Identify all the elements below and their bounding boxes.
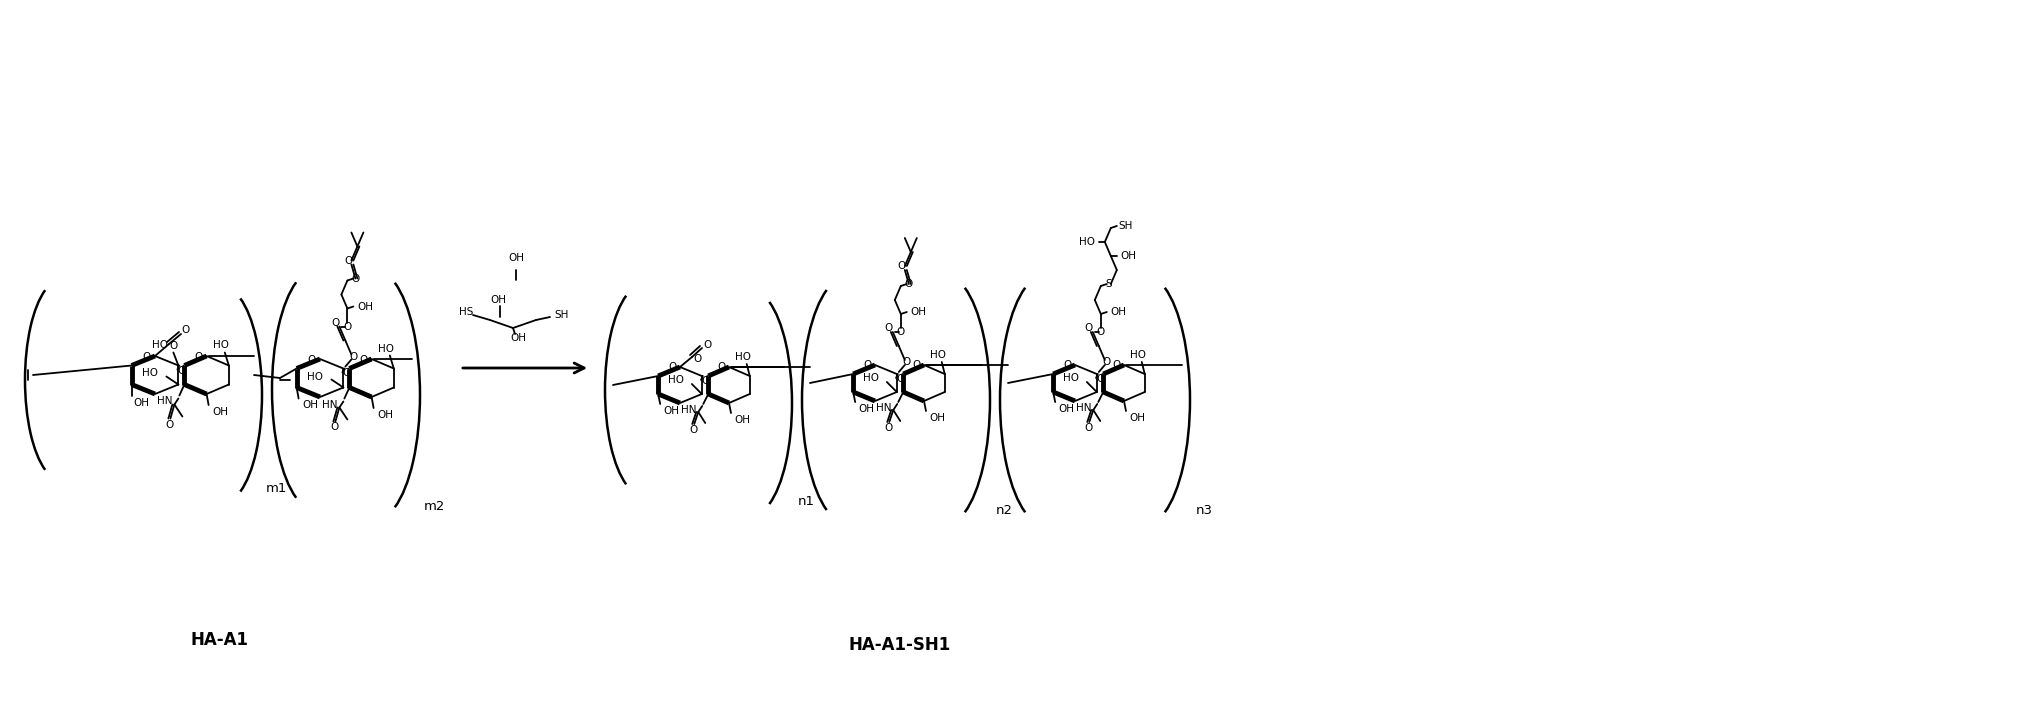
Text: O: O — [905, 279, 913, 289]
Text: HN: HN — [877, 403, 891, 413]
Text: O: O — [863, 360, 871, 370]
Text: O: O — [141, 352, 149, 362]
Text: OH: OH — [491, 295, 505, 305]
Text: HS: HS — [459, 307, 473, 317]
Text: HN: HN — [321, 399, 337, 409]
Text: HN: HN — [158, 397, 172, 407]
Text: OH: OH — [1129, 413, 1145, 423]
Text: OH: OH — [212, 407, 228, 417]
Text: HO: HO — [735, 352, 751, 362]
Text: O: O — [1085, 323, 1093, 333]
Text: OH: OH — [507, 253, 523, 263]
Text: O: O — [1063, 360, 1071, 370]
Text: n1: n1 — [798, 495, 814, 508]
Text: m2: m2 — [424, 500, 444, 513]
Text: O: O — [703, 340, 711, 350]
Text: HN: HN — [1077, 403, 1091, 413]
Text: SH: SH — [1119, 221, 1133, 231]
Text: HO: HO — [863, 373, 879, 383]
Text: O: O — [307, 355, 315, 365]
Text: O: O — [343, 322, 351, 332]
Text: HA-A1: HA-A1 — [192, 631, 248, 649]
Text: HO: HO — [152, 340, 168, 350]
Text: O: O — [178, 365, 186, 375]
Text: O: O — [170, 341, 178, 351]
Text: HO: HO — [1063, 373, 1079, 383]
Text: O: O — [701, 376, 709, 386]
Text: n3: n3 — [1196, 505, 1212, 518]
Text: HA-A1-SH1: HA-A1-SH1 — [848, 636, 951, 654]
Text: OH: OH — [133, 397, 149, 407]
Text: HO: HO — [141, 369, 158, 379]
Text: O: O — [343, 256, 354, 266]
Text: O: O — [349, 352, 358, 362]
Text: O: O — [194, 352, 202, 362]
Text: O: O — [331, 318, 339, 328]
Text: O: O — [360, 355, 368, 365]
Text: HO: HO — [378, 343, 394, 353]
Text: OH: OH — [911, 307, 927, 317]
Text: O: O — [885, 323, 893, 333]
Text: O: O — [182, 325, 190, 335]
Text: O: O — [1103, 357, 1111, 367]
Text: S: S — [1105, 279, 1113, 289]
Text: OH: OH — [858, 404, 875, 414]
Text: HN: HN — [681, 405, 697, 415]
Text: OH: OH — [1058, 404, 1075, 414]
Text: m1: m1 — [265, 482, 287, 495]
Text: O: O — [897, 261, 905, 271]
Text: OH: OH — [1121, 251, 1137, 261]
Text: HO: HO — [307, 372, 323, 382]
Text: OH: OH — [378, 410, 394, 420]
Text: OH: OH — [1111, 307, 1127, 317]
Text: O: O — [1097, 374, 1105, 384]
Text: O: O — [1097, 327, 1105, 337]
Text: O: O — [897, 327, 905, 337]
Text: OH: OH — [663, 406, 679, 416]
Text: O: O — [689, 425, 697, 435]
Text: OH: OH — [929, 413, 945, 423]
Text: OH: OH — [303, 400, 319, 411]
Text: O: O — [693, 354, 701, 364]
Text: n2: n2 — [996, 505, 1012, 518]
Text: O: O — [717, 362, 725, 372]
Text: O: O — [897, 374, 905, 384]
Text: OH: OH — [509, 333, 525, 343]
Text: OH: OH — [358, 301, 374, 312]
Text: OH: OH — [733, 415, 749, 425]
Text: SH: SH — [553, 310, 568, 320]
Text: HO: HO — [929, 350, 945, 360]
Text: O: O — [669, 362, 677, 372]
Text: O: O — [903, 357, 911, 367]
Text: O: O — [885, 423, 893, 433]
Text: O: O — [1113, 360, 1121, 370]
Text: O: O — [329, 422, 339, 432]
Text: HO: HO — [669, 375, 685, 385]
Text: O: O — [913, 360, 921, 370]
Text: HO: HO — [212, 340, 228, 350]
Text: O: O — [351, 273, 360, 283]
Text: HO: HO — [1129, 350, 1145, 360]
Text: HO: HO — [1079, 237, 1095, 247]
Text: O: O — [1085, 423, 1093, 433]
Text: O: O — [341, 369, 351, 379]
Text: O: O — [166, 419, 174, 429]
